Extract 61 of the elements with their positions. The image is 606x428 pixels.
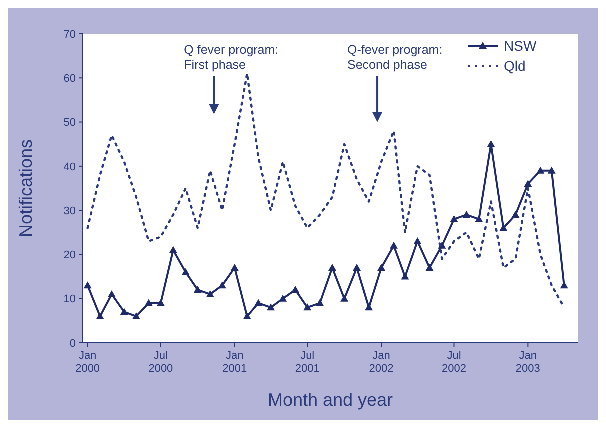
x-tick-label: Jan 2003: [516, 350, 540, 375]
y-tick-label: 40: [64, 161, 76, 174]
y-tick-label: 30: [64, 205, 76, 218]
point: [96, 312, 104, 320]
x-tick-label: Jan 2001: [222, 350, 248, 375]
point: [462, 210, 471, 218]
point: [84, 282, 92, 289]
point: [108, 290, 116, 298]
legend-label: Qld: [504, 58, 526, 74]
x-axis-title: Month and year: [268, 390, 394, 410]
point: [353, 264, 362, 271]
point: [243, 312, 252, 320]
legend-label: NSW: [504, 38, 538, 54]
x-tick-label: Jul 2002: [442, 350, 466, 375]
point: [500, 224, 508, 232]
point: [438, 242, 446, 249]
point: [560, 282, 568, 289]
point: [292, 286, 300, 294]
point: [401, 272, 410, 280]
point: [536, 166, 545, 174]
x-tick-label: Jan 2002: [369, 350, 394, 375]
point: [144, 299, 153, 306]
point: [304, 304, 312, 311]
x-tick-label: Jul 2000: [148, 350, 174, 375]
y-tick-label: 10: [64, 294, 76, 306]
point: [487, 140, 496, 148]
point: [475, 215, 484, 222]
point: [182, 268, 190, 276]
point: [267, 304, 276, 311]
point: [426, 264, 434, 271]
annotation: Q-fever program: Second phase: [348, 43, 443, 72]
point: [230, 264, 239, 271]
x-tick-label: Jan 2000: [76, 350, 100, 375]
y-tick-label: 0: [70, 338, 76, 350]
y-axis-title: Notifications: [16, 139, 36, 238]
point: [390, 242, 398, 249]
point: [340, 294, 349, 302]
point: [169, 246, 178, 254]
point: [450, 215, 458, 222]
y-tick-label: 60: [64, 72, 76, 85]
point: [365, 304, 374, 311]
point: [156, 299, 165, 306]
point: [206, 290, 214, 298]
point: [218, 282, 226, 289]
point: [524, 180, 532, 188]
point: [548, 166, 556, 174]
y-tick-label: 20: [64, 250, 76, 262]
point: [328, 264, 337, 271]
point: [279, 294, 288, 302]
point: [132, 312, 140, 320]
point: [316, 299, 324, 306]
point: [120, 308, 128, 316]
annotation: Q fever program: First phase: [184, 43, 279, 72]
point: [414, 237, 422, 244]
y-tick-label: 70: [64, 28, 76, 41]
x-tick-label: Jul 2001: [295, 350, 320, 375]
point: [194, 286, 202, 294]
point: [512, 210, 520, 218]
point: [378, 264, 386, 271]
y-tick-label: 50: [64, 117, 76, 130]
point: [254, 299, 263, 306]
